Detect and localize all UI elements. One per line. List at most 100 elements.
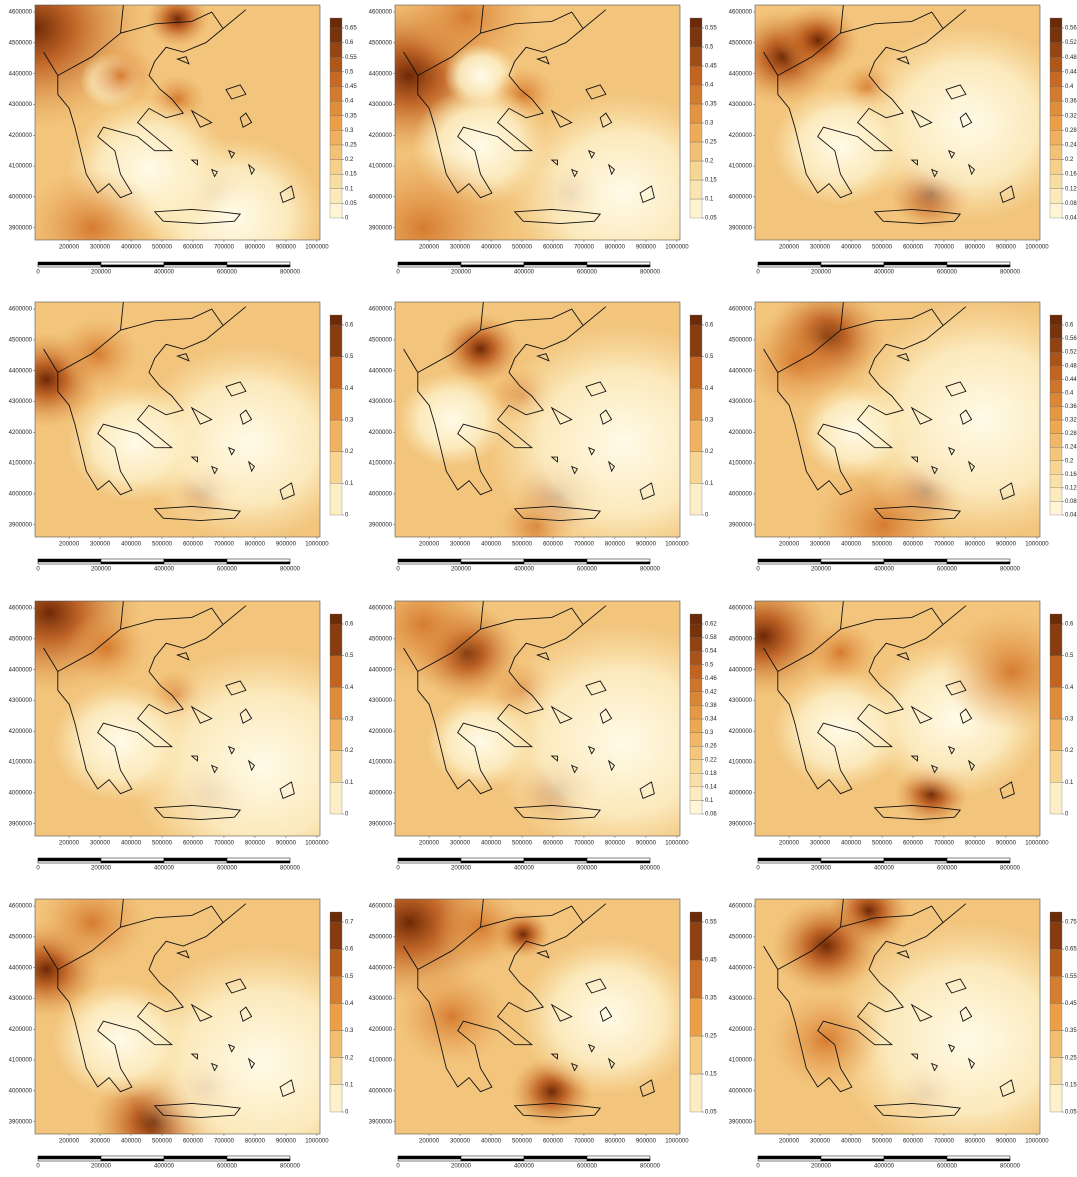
x-tick-label: 300000	[450, 1139, 471, 1145]
x-tick-label: 300000	[810, 542, 831, 548]
colorbar-band	[1049, 351, 1063, 366]
colorbar-label: 0.6	[1065, 622, 1074, 628]
colorbar-label: 0.45	[705, 958, 717, 964]
colorbar-label: 0.5	[705, 662, 714, 668]
colorbar-label: 0.1	[345, 1082, 354, 1088]
scale-bar-segment	[397, 558, 462, 563]
colorbar-band	[689, 997, 703, 1037]
colorbar-band	[1049, 144, 1063, 160]
x-tick-label: 1000000	[665, 542, 689, 548]
y-tick-label: 4500000	[9, 40, 33, 46]
x-tick-label: 400000	[841, 245, 862, 251]
y-tick-label: 4300000	[729, 698, 753, 704]
x-tick-label: 1000000	[665, 841, 689, 847]
x-tick-label: 600000	[183, 245, 204, 251]
coastline	[44, 5, 295, 224]
surface-blob	[943, 611, 1040, 732]
x-tick-label: 600000	[543, 542, 564, 548]
x-tick-label: 800000	[965, 841, 986, 847]
colorbar-band	[1049, 1003, 1063, 1031]
x-tick-label: 400000	[481, 1139, 502, 1145]
scale-bar-label: 400000	[874, 866, 895, 872]
x-tick-label: 900000	[276, 542, 297, 548]
colorbar-label: 0.3	[345, 1028, 354, 1034]
x-tick-label: 800000	[605, 1139, 626, 1145]
scale-bar-segment	[100, 561, 165, 565]
y-tick-label: 4300000	[369, 399, 393, 405]
scale-bar-label: 0	[396, 270, 400, 276]
y-tick-label: 4000000	[369, 194, 393, 200]
x-tick-label: 500000	[512, 245, 533, 251]
y-tick-label: 4200000	[369, 133, 393, 139]
scale-bar-segment	[757, 860, 822, 864]
surface-blob	[486, 323, 680, 537]
x-tick-label: 600000	[183, 1139, 204, 1145]
coastline	[404, 5, 655, 224]
surface-blob	[772, 86, 909, 206]
scale-bar-segment	[586, 857, 651, 862]
y-tick-label: 4600000	[369, 307, 393, 313]
colorbar-band	[1049, 750, 1063, 783]
colorbar-band	[1049, 71, 1063, 87]
scale-bar-label: 600000	[937, 270, 958, 276]
colorbar-band	[329, 100, 343, 116]
colorbar-label: 0.2	[1065, 458, 1074, 464]
surface-blob	[66, 383, 204, 503]
scale-bar-segment	[820, 1158, 885, 1162]
scale-bar-segment	[820, 561, 885, 565]
x-tick-label: 700000	[214, 841, 235, 847]
map-panel: 3900000400000041000004200000430000044000…	[9, 4, 357, 276]
y-tick-label: 4400000	[9, 667, 33, 673]
scale-bar-label: 600000	[217, 270, 238, 276]
surface-blob	[397, 968, 507, 1065]
scale-bar-segment	[460, 1158, 525, 1162]
scale-bar-segment	[460, 860, 525, 864]
scale-bar-label: 400000	[154, 866, 175, 872]
colorbar-top	[329, 911, 343, 923]
x-tick-label: 900000	[996, 1139, 1017, 1145]
scale-bar-segment	[226, 860, 291, 864]
colorbar-label: 0.6	[345, 323, 354, 329]
x-tick-label: 300000	[90, 542, 111, 548]
x-tick-label: 700000	[574, 841, 595, 847]
colorbar-band	[1049, 948, 1063, 977]
scale-bar-label: 0	[396, 1164, 400, 1170]
colorbar-band	[329, 451, 343, 484]
colorbar-band	[689, 324, 703, 357]
y-tick-label: 4000000	[9, 491, 33, 497]
scale-bar-label: 200000	[811, 270, 832, 276]
colorbar-label: 0.42	[705, 689, 717, 695]
colorbar-label: 0.3	[1065, 717, 1074, 723]
scale-bar-segment	[37, 857, 102, 862]
colorbar-label: 0.6	[1065, 323, 1074, 329]
y-tick-label: 4400000	[729, 71, 753, 77]
colorbar-label: 0.4	[705, 83, 714, 89]
colorbar-label: 0.48	[1065, 363, 1077, 369]
colorbar-band	[329, 27, 343, 43]
colorbar-band	[1049, 446, 1063, 461]
x-tick-label: 900000	[996, 841, 1017, 847]
colorbar-top	[329, 17, 343, 29]
x-tick-label: 1000000	[1025, 245, 1049, 251]
surface-blob	[846, 302, 1040, 537]
colorbar-band	[689, 356, 703, 389]
colorbar-band	[329, 188, 343, 204]
colorbar-label: 0.4	[1065, 685, 1074, 691]
scale-bar-label: 800000	[280, 567, 301, 573]
scale-bar-label: 400000	[514, 1164, 535, 1170]
map-panel: 3900000400000041000004200000430000044000…	[369, 301, 714, 573]
y-tick-label: 4200000	[9, 430, 33, 436]
y-tick-label: 4100000	[729, 760, 753, 766]
colorbar-band	[1049, 474, 1063, 489]
surface	[35, 601, 320, 836]
x-tick-label: 600000	[543, 841, 564, 847]
scale-bar-segment	[820, 857, 885, 862]
x-tick-label: 400000	[841, 542, 862, 548]
y-tick-label: 3900000	[369, 225, 393, 231]
y-tick-label: 4100000	[369, 1058, 393, 1064]
x-tick-label: 400000	[841, 841, 862, 847]
colorbar-band	[329, 42, 343, 58]
map-panel: 3900000400000041000004200000430000044000…	[9, 301, 354, 573]
scale-bar-segment	[397, 261, 462, 266]
surface-blob	[395, 148, 515, 240]
